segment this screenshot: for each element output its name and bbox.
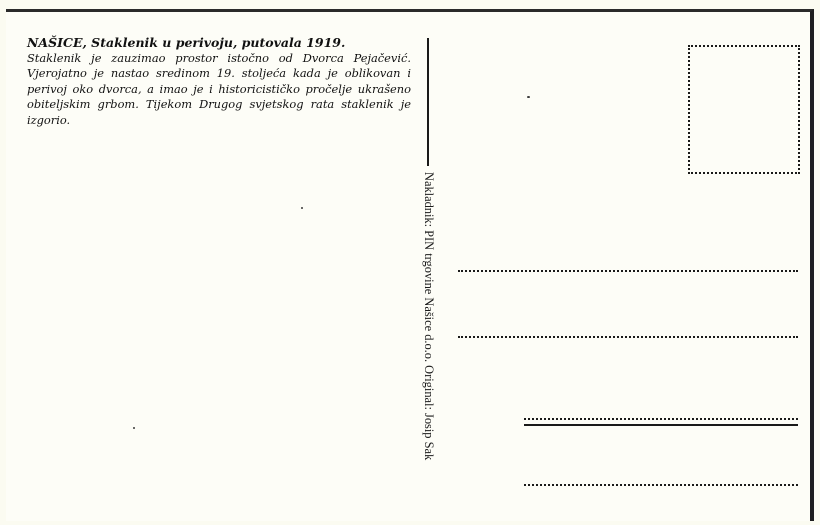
- address-line-3-underline: [524, 424, 798, 426]
- paper-speck: [301, 207, 303, 209]
- stamp-placeholder-box: [688, 45, 800, 174]
- caption-block: NAŠICE, Staklenik u perivoju, putovala 1…: [27, 34, 411, 128]
- postcard-back: [6, 9, 814, 521]
- vertical-divider-line: [427, 38, 429, 166]
- paper-speck: [133, 427, 135, 429]
- address-line-1: [458, 270, 798, 272]
- paper-speck: [527, 96, 530, 98]
- caption-title: NAŠICE, Staklenik u perivoju, putovala 1…: [27, 35, 346, 50]
- address-line-4: [524, 484, 798, 486]
- address-line-3: [524, 418, 798, 420]
- caption-body: Staklenik je zauzimao prostor istočno od…: [27, 51, 411, 127]
- address-line-2: [458, 336, 798, 338]
- publisher-credit: Nakladnik: PIN trgovine Našice d.o.o. Or…: [422, 172, 436, 461]
